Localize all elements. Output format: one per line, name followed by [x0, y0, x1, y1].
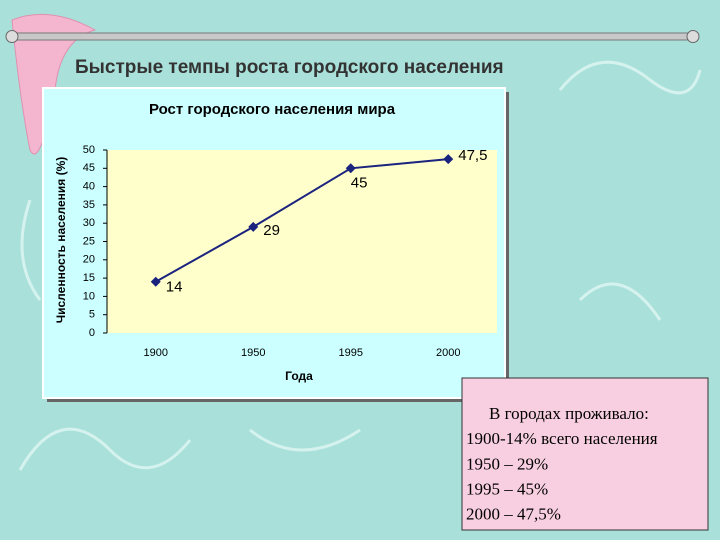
- y-tick-label: 30: [83, 217, 95, 229]
- y-tick-label: 35: [83, 199, 95, 211]
- y-tick-label: 15: [83, 272, 95, 284]
- plot-area: [107, 150, 497, 333]
- bar-knob: [5, 30, 19, 43]
- y-tick-label: 25: [83, 235, 95, 247]
- data-label: 14: [166, 279, 183, 296]
- bar-knob: [686, 30, 700, 43]
- decor: [18, 60, 702, 471]
- note-line: 1995 – 45%: [466, 480, 548, 499]
- top-bar: [9, 32, 696, 41]
- x-tick-label: 1950: [241, 347, 265, 359]
- note-text: В городах проживало: 1900-14% всего насел…: [466, 404, 658, 524]
- y-tick-label: 40: [83, 181, 95, 193]
- x-tick-label: 1995: [339, 347, 363, 359]
- note-line: 1950 – 29%: [466, 454, 548, 473]
- y-axis-label: Численность населения (%): [54, 157, 68, 324]
- data-point: [345, 163, 356, 174]
- y-tick-label: 45: [83, 162, 95, 174]
- note-line: 2000 – 47,5%: [466, 505, 561, 524]
- data-label: 47,5: [458, 147, 487, 164]
- note-line: 1900-14% всего населения: [466, 429, 658, 448]
- series-line: [155, 158, 449, 283]
- y-tick-label: 50: [83, 144, 95, 156]
- slide-title: Быстрые темпы роста городского населения: [75, 57, 504, 78]
- y-tick-label: 10: [83, 290, 95, 302]
- data-label: 29: [263, 222, 280, 239]
- x-tick-label: 2000: [436, 347, 460, 359]
- y-tick-label: 20: [83, 254, 95, 266]
- chart-title: Рост городского населения мира: [149, 101, 396, 118]
- data-point: [443, 154, 454, 165]
- data-point: [248, 221, 259, 232]
- note-box: [461, 377, 709, 531]
- x-axis-label: Года: [285, 369, 313, 383]
- x-tick-label: 1900: [144, 347, 168, 359]
- data-label: 45: [351, 174, 368, 191]
- y-tick-label: 5: [89, 309, 95, 321]
- data-point: [150, 276, 161, 287]
- note-line: В городах проживало:: [489, 404, 649, 423]
- y-tick-label: 0: [89, 327, 95, 339]
